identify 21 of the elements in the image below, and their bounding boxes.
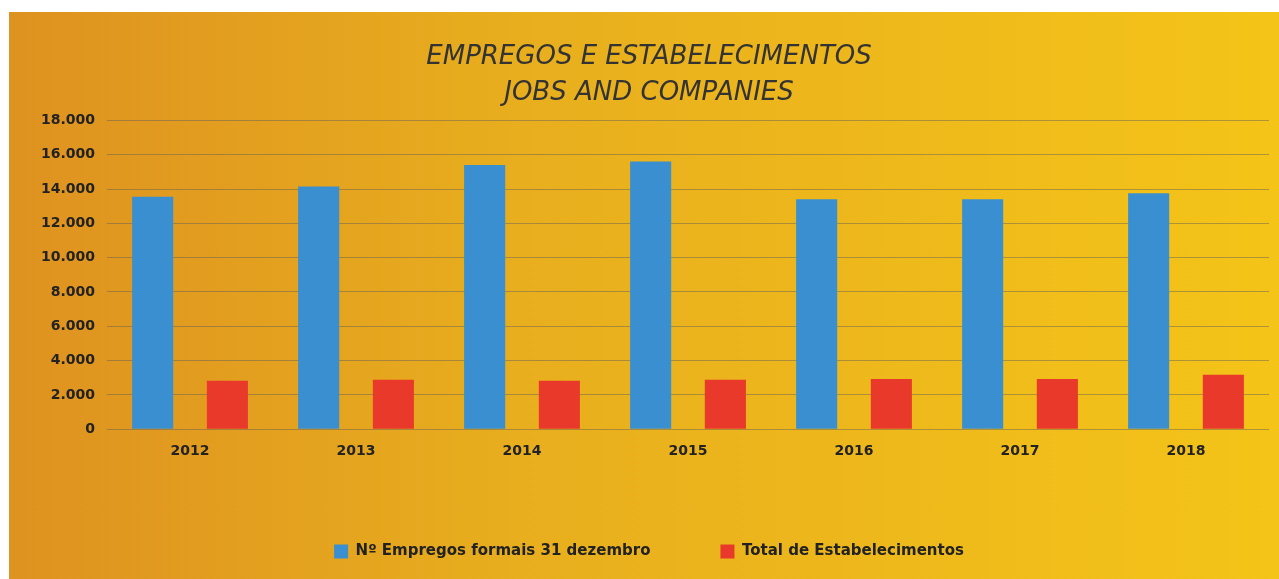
y-tick-label: 12.000 (40, 213, 96, 230)
x-tick-label: 2016 (834, 442, 874, 459)
y-tick-label: 6.000 (50, 316, 96, 333)
x-tick-label: 2013 (336, 442, 376, 459)
chart-title: EMPREGOS E ESTABELECIMENTOS (426, 40, 872, 71)
chart-subtitle: JOBS AND COMPANIES (499, 75, 794, 106)
y-tick-label: 4.000 (50, 351, 96, 368)
legend-label: Total de Estabelecimentos (741, 541, 964, 560)
y-tick-label: 10.000 (40, 248, 96, 265)
y-tick-label: 0 (85, 419, 96, 436)
y-tick-label: 2.000 (50, 385, 96, 402)
y-tick-label: 16.000 (40, 145, 96, 162)
y-tick-label: 14.000 (40, 179, 96, 196)
y-tick-label: 8.000 (50, 282, 96, 299)
x-tick-label: 2018 (1166, 442, 1206, 459)
x-tick-label: 2012 (170, 442, 210, 459)
x-tick-label: 2017 (1000, 442, 1040, 459)
x-tick-label: 2014 (502, 442, 542, 459)
y-tick-label: 18.000 (40, 111, 96, 128)
legend-label: Nº Empregos formais 31 dezembro (355, 541, 651, 560)
x-tick-label: 2015 (668, 442, 708, 459)
